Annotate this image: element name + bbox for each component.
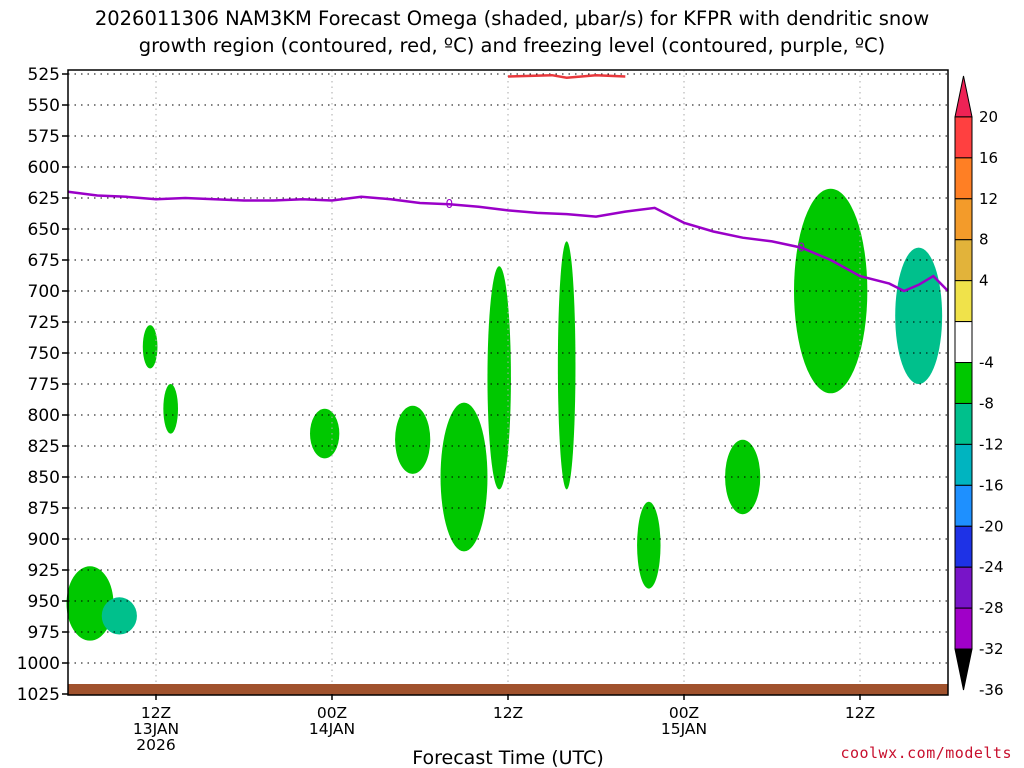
y-tick-label-725: 725 [28,313,60,333]
omega-area-5 [395,405,431,474]
colorbar-label--36: -36 [979,681,1004,699]
omega-area-12 [895,247,943,384]
omega-area-10 [725,439,761,515]
x-tick-label-0-1: 13JAN [133,720,179,738]
dgz-contour [507,73,626,79]
colorbar-segment-9 [954,443,973,486]
omega-area-6 [440,402,488,552]
colorbar-label--8: -8 [979,394,994,412]
y-tick-label-975: 975 [28,623,60,643]
colorbar-label-8: 8 [979,231,989,249]
y-tick-label-1025: 1025 [17,685,60,705]
colorbar-label--12: -12 [979,435,1004,453]
plot-area: 00 [66,69,949,696]
credit-text: coolwx.com/modelts [840,744,1012,762]
colorbar-label--28: -28 [979,599,1004,617]
y-tick-label-675: 675 [28,251,60,271]
y-tick-label-600: 600 [28,158,60,178]
colorbar-segment-2 [954,157,973,200]
omega-shading [66,188,943,641]
y-tick-label-750: 750 [28,344,60,364]
colorbar-segment-6 [954,321,973,364]
chart-title-line2: growth region (contoured, red, ºC) and f… [139,34,886,57]
x-tick-label-4-0: 12Z [845,704,875,722]
colorbar-segment-12 [954,566,973,609]
colorbar-label-16: 16 [979,149,998,167]
colorbar-label-12: 12 [979,190,998,208]
x-tick-label-3-1: 15JAN [661,720,707,738]
colorbar-label-4: 4 [979,272,989,290]
omega-area-1 [101,597,137,635]
omega-area-7 [487,266,511,490]
y-tick-label-550: 550 [28,96,60,116]
colorbar-label--20: -20 [979,517,1004,535]
freezing-level-contour [67,190,949,293]
omega-area-11 [794,188,868,394]
colorbar-label--4: -4 [979,354,994,372]
freezing-level-label-0: 0 [446,197,454,211]
colorbar-segment-8 [954,402,973,445]
colorbar-label--24: -24 [979,558,1004,576]
omega-area-3 [163,384,179,434]
y-tick-label-525: 525 [28,65,60,85]
y-tick-label-650: 650 [28,220,60,240]
y-axis: 525 550 575 600 625 650 675 700 725 750 775 800 825 8… [17,65,68,705]
x-tick-label-0-2: 2026 [136,736,175,754]
omega-area-8 [557,241,576,490]
chart-title-line1: 2026011306 NAM3KM Forecast Omega (shaded… [95,7,929,30]
y-tick-label-800: 800 [28,406,60,426]
omega-area-0 [66,566,114,641]
freezing-level-labels: 00 [446,197,806,254]
y-tick-label-700: 700 [28,282,60,302]
y-tick-label-1000: 1000 [17,654,60,674]
colorbar-label-20: 20 [979,108,998,126]
x-axis-label: Forecast Time (UTC) [412,747,603,768]
omega-area-2 [142,325,158,369]
colorbar-segment-7 [954,362,973,404]
colorbar: 20 16 12 8 4 -4 -8 -12 -16 -20 -24 -28 -32 -36 [954,75,1004,699]
colorbar-segment-11 [954,525,973,568]
colorbar-label--16: -16 [979,476,1004,494]
ground-surface [68,684,948,695]
colorbar-segment-3 [954,198,973,241]
colorbar-cap-top [954,75,973,118]
colorbar-segment-13 [954,607,973,650]
freezing-level-label-1: 0 [798,241,806,255]
y-tick-label-575: 575 [28,127,60,147]
colorbar-segment-10 [954,484,973,527]
x-tick-label-2-0: 12Z [493,704,523,722]
y-tick-label-875: 875 [28,499,60,519]
omega-area-9 [637,501,661,589]
colorbar-segment-1 [954,116,973,159]
y-tick-label-625: 625 [28,189,60,209]
colorbar-cap-bottom [954,648,973,691]
omega-area-4 [310,408,340,459]
y-tick-label-850: 850 [28,468,60,488]
colorbar-segment-4 [954,239,973,282]
y-tick-label-900: 900 [28,530,60,550]
x-tick-label-0-0: 12Z [141,704,171,722]
y-tick-label-950: 950 [28,592,60,612]
colorbar-label--32: -32 [979,640,1004,658]
y-tick-label-925: 925 [28,561,60,581]
x-tick-label-1-0: 00Z [317,704,347,722]
y-tick-label-825: 825 [28,437,60,457]
y-tick-label-775: 775 [28,375,60,395]
colorbar-segment-5 [954,280,973,323]
x-tick-label-3-0: 00Z [669,704,699,722]
x-tick-label-1-1: 14JAN [309,720,355,738]
